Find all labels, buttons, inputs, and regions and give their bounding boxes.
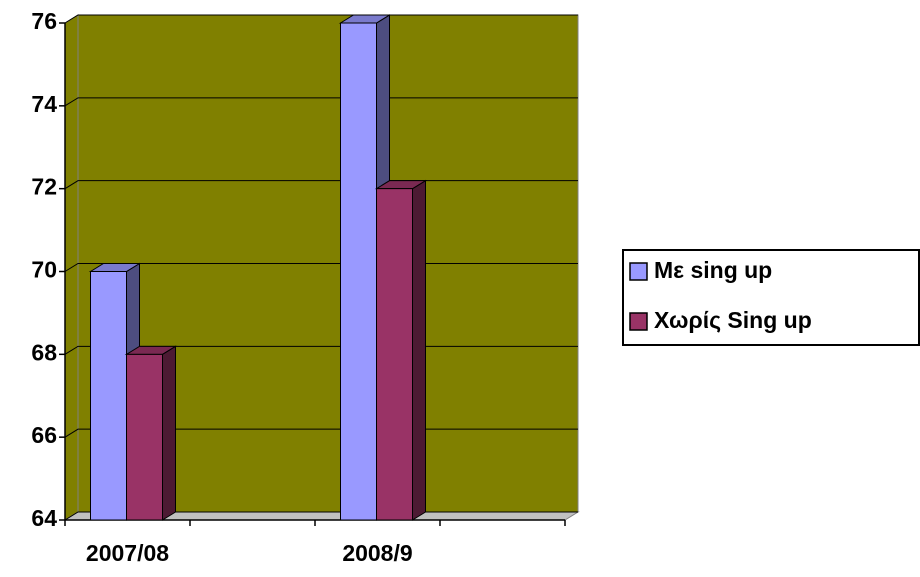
bar-face — [376, 188, 413, 521]
bar-face — [412, 179, 426, 521]
y-tick-label: 64 — [31, 505, 57, 531]
y-tick-label: 74 — [31, 91, 57, 117]
y-tick-label: 68 — [31, 339, 57, 365]
x-tick-label: 2008/9 — [342, 540, 412, 566]
bar-face — [162, 345, 176, 521]
y-tick-label: 66 — [31, 422, 57, 448]
legend-swatch — [629, 262, 648, 281]
bar-face — [126, 353, 163, 521]
bar — [124, 345, 178, 521]
grid-line — [64, 14, 578, 24]
bar — [374, 179, 428, 521]
bar-face — [90, 271, 127, 521]
y-tick-label: 76 — [31, 8, 57, 34]
legend-swatch — [629, 312, 648, 331]
legend-box — [622, 249, 920, 346]
legend-label: Με sing up — [654, 257, 772, 283]
y-tick-label: 70 — [31, 257, 57, 283]
bar-face — [340, 22, 377, 521]
y-tick-label: 72 — [31, 174, 57, 200]
x-tick-label: 2007/08 — [86, 540, 169, 566]
legend-label: Χωρίς Sing up — [654, 307, 812, 333]
grid-line — [64, 97, 578, 107]
